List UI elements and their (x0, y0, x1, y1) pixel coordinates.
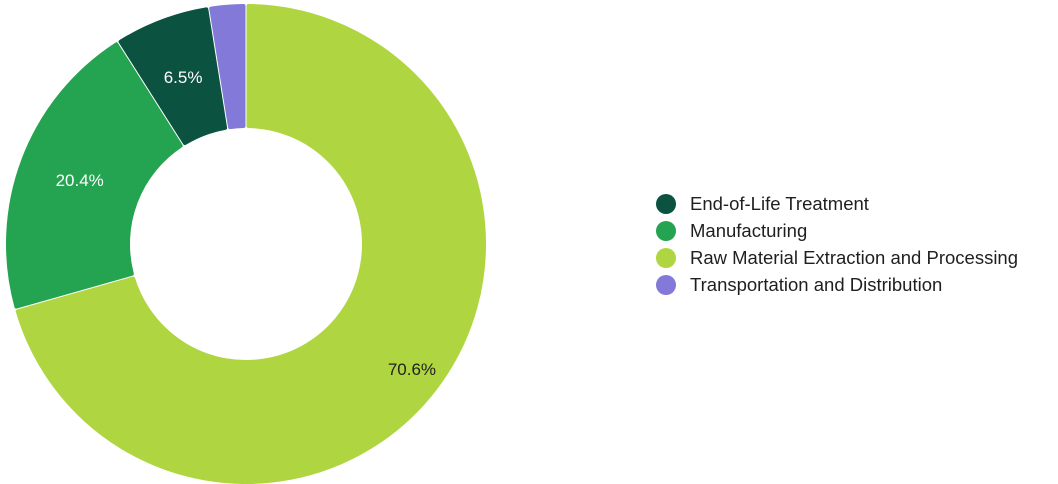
donut-slice[interactable] (6, 42, 183, 309)
legend-swatch (656, 193, 676, 214)
donut-chart-svg: 70.6% 20.4% 6.5% (6, 4, 486, 484)
legend-item[interactable]: Transportation and Distribution (656, 271, 1018, 298)
donut-slice[interactable] (209, 4, 246, 130)
chart-legend: End-of-Life Treatment Manufacturing Raw … (656, 190, 1018, 298)
legend-item[interactable]: Raw Material Extraction and Processing (656, 244, 1018, 271)
donut-slice[interactable] (118, 7, 228, 146)
legend-item[interactable]: End-of-Life Treatment (656, 190, 1018, 217)
legend-label: Manufacturing (690, 219, 808, 241)
legend-swatch (656, 220, 676, 241)
slice-value-label: 20.4% (56, 171, 104, 190)
legend-swatch (656, 274, 676, 295)
legend-label: End-of-Life Treatment (690, 192, 869, 214)
legend-swatch (656, 247, 676, 268)
donut-slice[interactable] (15, 4, 486, 484)
legend-item[interactable]: Manufacturing (656, 217, 1018, 244)
legend-label: Raw Material Extraction and Processing (690, 246, 1019, 268)
legend-label: Transportation and Distribution (690, 273, 943, 295)
slice-value-label: 6.5% (164, 68, 203, 87)
donut-chart: 70.6% 20.4% 6.5% (6, 4, 486, 484)
slice-value-label: 70.6% (388, 360, 436, 379)
